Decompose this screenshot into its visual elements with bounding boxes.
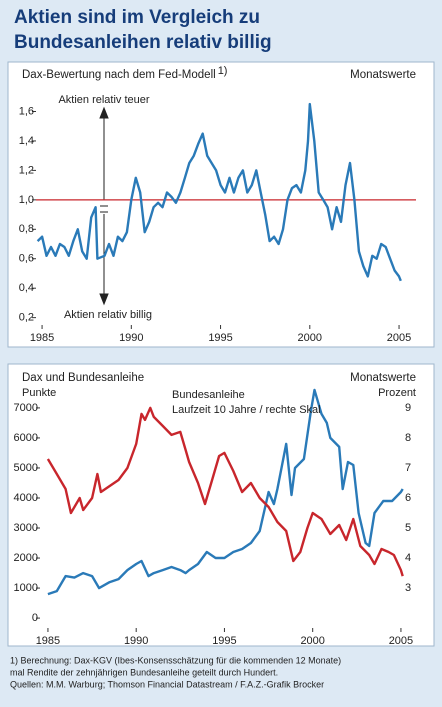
series-label: Bundesanleihe bbox=[172, 389, 245, 401]
x-tick-label: 1995 bbox=[212, 635, 236, 647]
x-tick-label: 2005 bbox=[387, 332, 411, 344]
footnote: mal Rendite der zehnjährigen Bundesanlei… bbox=[10, 667, 278, 677]
page-title: Aktien sind im Vergleich zu bbox=[14, 7, 260, 28]
y-tick-label: 0 bbox=[32, 612, 38, 624]
arrow-head bbox=[99, 106, 109, 119]
y-tick-label: 0,6 bbox=[19, 253, 34, 265]
panel bbox=[7, 61, 435, 348]
annotation: Aktien relativ teuer bbox=[58, 94, 149, 106]
y-tick-label: 1,6 bbox=[19, 105, 34, 117]
y2-tick-label: 6 bbox=[405, 492, 411, 504]
chart-subtitle: Monatswerte bbox=[350, 372, 416, 384]
y-tick-label: 1,4 bbox=[19, 135, 34, 147]
page-title: Bundesanleihen relativ billig bbox=[14, 32, 272, 53]
y-tick-label: 4000 bbox=[14, 492, 38, 504]
data-line bbox=[47, 388, 404, 596]
y-tick-label: 0,4 bbox=[19, 282, 34, 294]
footnote: 1) Berechnung: Dax-KGV (Ibes-Konsensschä… bbox=[10, 655, 341, 665]
y-tick-label: 1,0 bbox=[19, 194, 34, 206]
y-tick-label: 2000 bbox=[14, 552, 38, 564]
footnote-marker: 1) bbox=[218, 65, 228, 77]
y2-axis-label: Prozent bbox=[378, 387, 416, 399]
y-tick-label: 5000 bbox=[14, 462, 38, 474]
y-tick-label: 0,8 bbox=[19, 223, 34, 235]
y2-tick-label: 5 bbox=[405, 522, 411, 534]
x-tick-label: 1990 bbox=[124, 635, 148, 647]
x-tick-label: 2005 bbox=[389, 635, 413, 647]
y-tick-label: 1000 bbox=[14, 582, 38, 594]
data-line bbox=[36, 102, 402, 282]
arrows bbox=[99, 106, 109, 306]
x-tick-label: 1985 bbox=[36, 635, 60, 647]
y2-tick-label: 8 bbox=[405, 432, 411, 444]
y-tick-label: 7000 bbox=[14, 402, 38, 414]
chart-title: Dax und Bundesanleihe bbox=[22, 372, 144, 384]
y2-tick-label: 7 bbox=[405, 462, 411, 474]
x-tick-label: 1990 bbox=[119, 332, 143, 344]
data-line bbox=[46, 406, 404, 577]
annotation: Laufzeit 10 Jahre / rechte Skal bbox=[172, 404, 321, 416]
annotation: Aktien relativ billig bbox=[64, 309, 152, 321]
y-tick-label: 6000 bbox=[14, 432, 38, 444]
y-tick-label: 3000 bbox=[14, 522, 38, 534]
y-axis-label: Punkte bbox=[22, 387, 56, 399]
y-tick-label: 0,2 bbox=[19, 312, 34, 324]
x-tick-label: 1995 bbox=[208, 332, 232, 344]
arrow-head bbox=[99, 293, 109, 306]
y2-tick-label: 4 bbox=[405, 552, 411, 564]
y2-tick-label: 9 bbox=[405, 402, 411, 414]
source: Quellen: M.M. Warburg; Thomson Financial… bbox=[10, 679, 324, 689]
y-tick-label: 1,2 bbox=[19, 164, 34, 176]
x-tick-label: 2000 bbox=[300, 635, 324, 647]
chart-subtitle: Monatswerte bbox=[350, 69, 416, 81]
y2-tick-label: 3 bbox=[405, 582, 411, 594]
chart-title: Dax-Bewertung nach dem Fed-Modell bbox=[22, 69, 216, 81]
x-tick-label: 1985 bbox=[30, 332, 54, 344]
x-tick-label: 2000 bbox=[298, 332, 322, 344]
panel bbox=[7, 363, 435, 647]
